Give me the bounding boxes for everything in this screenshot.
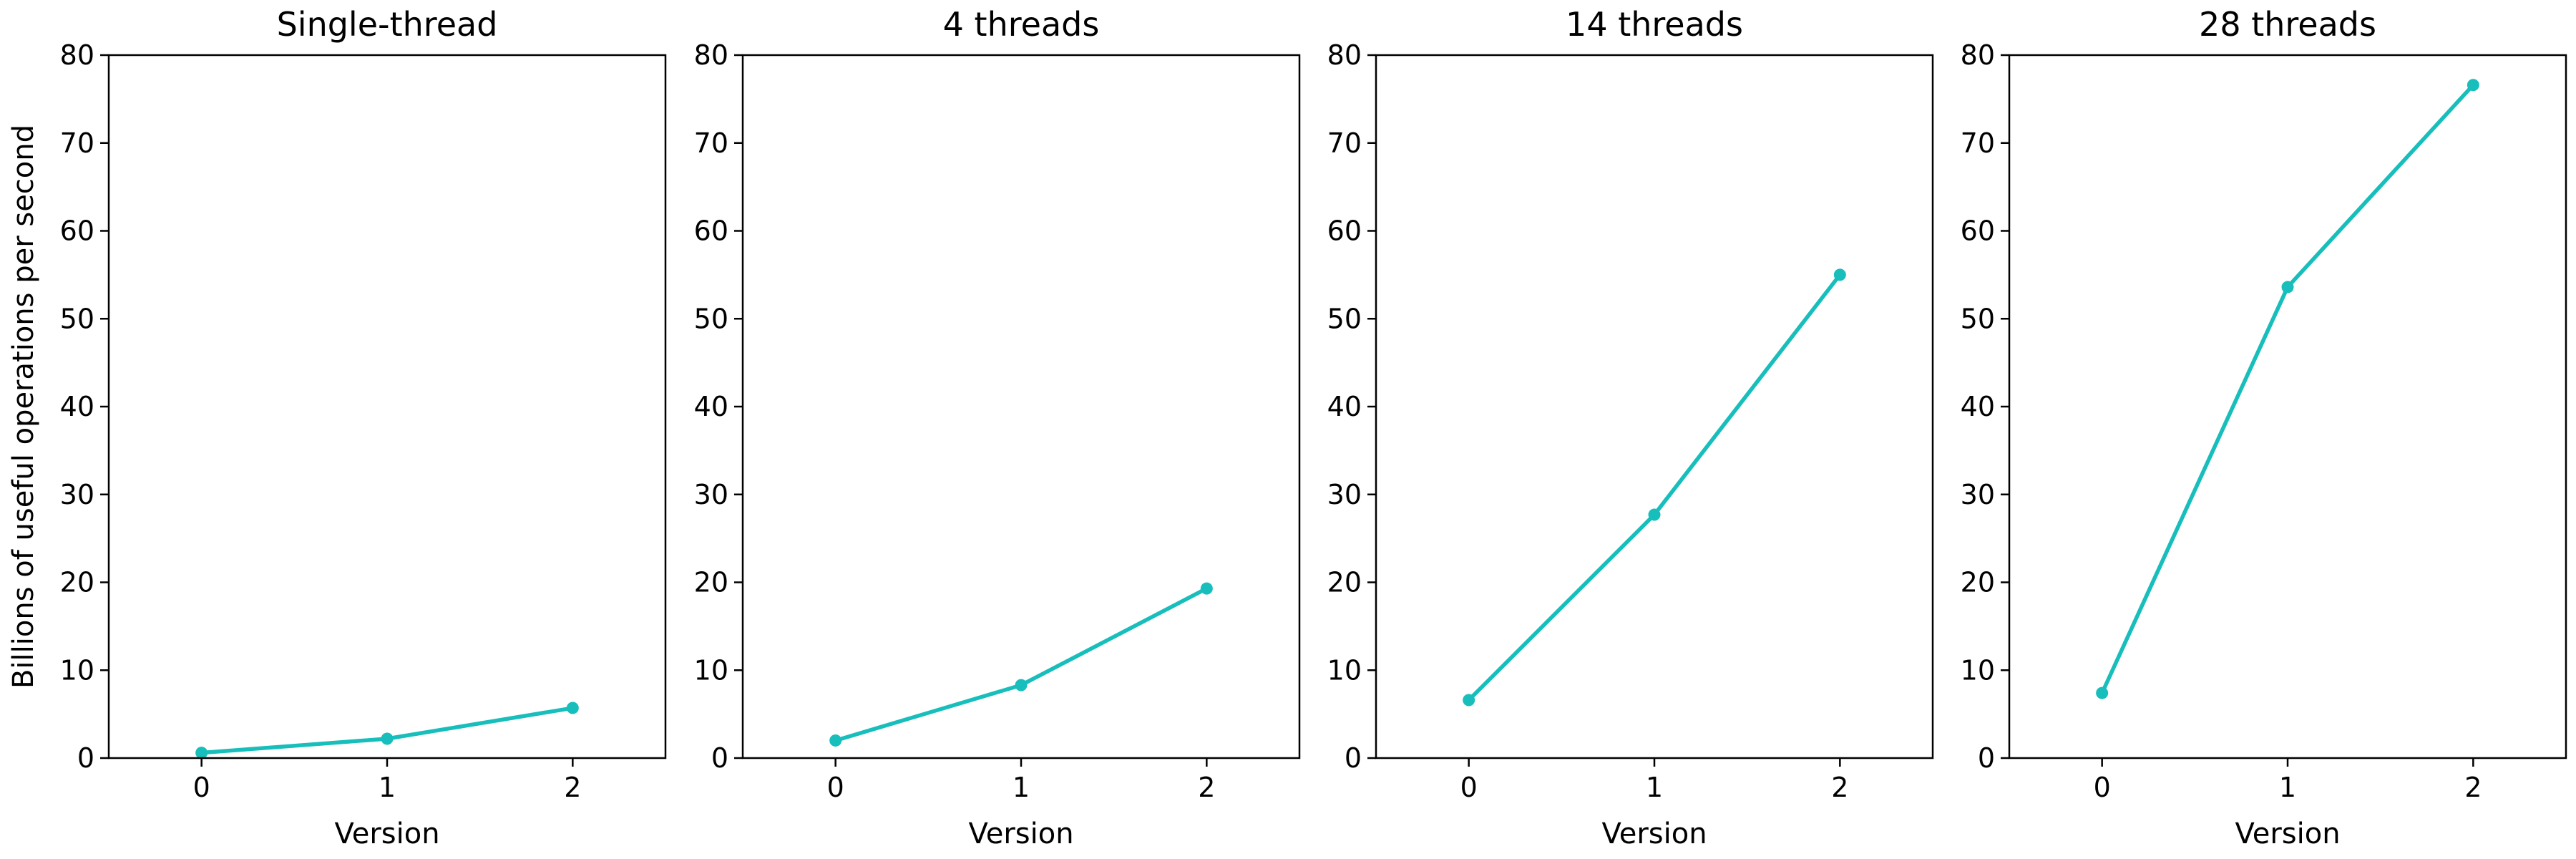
panel-title: 14 threads xyxy=(1566,5,1743,44)
panel-3: 14 threads 0 10 20 30 40 50 60 70 80 0 1 2 Version xyxy=(1327,5,1934,850)
plot-frame xyxy=(107,54,667,759)
y-tick-label: 30 xyxy=(1961,479,1995,510)
plot-frame xyxy=(741,54,1301,759)
y-tick-label: 70 xyxy=(694,127,728,159)
y-tick-label: 20 xyxy=(694,567,728,598)
y-tick-label: 40 xyxy=(1961,391,1995,422)
x-tick-label: 0 xyxy=(1460,772,1478,803)
y-tick-label: 60 xyxy=(1327,215,1362,247)
x-axis-label: Version xyxy=(968,817,1073,850)
y-tick-label: 40 xyxy=(60,391,94,422)
y-tick-label: 60 xyxy=(1961,215,1995,247)
y-tick-label: 40 xyxy=(1327,391,1362,422)
x-tick-label: 0 xyxy=(193,772,210,803)
y-tick-label: 10 xyxy=(60,654,94,686)
data-point xyxy=(566,702,579,714)
y-tick-label: 30 xyxy=(60,479,94,510)
data-point xyxy=(1833,268,1846,281)
panel-4: 28 threads 0 10 20 30 40 50 60 70 80 0 1 2 Version xyxy=(1961,5,2567,850)
y-tick-label: 0 xyxy=(711,742,728,774)
y-tick-label: 20 xyxy=(1961,567,1995,598)
x-tick-label: 1 xyxy=(379,772,396,803)
y-tick-label: 20 xyxy=(1327,567,1362,598)
panel-title: 4 threads xyxy=(943,5,1100,44)
plot-frame xyxy=(1375,54,1934,759)
y-tick-label: 50 xyxy=(694,303,728,334)
y-tick-label: 10 xyxy=(1327,654,1362,686)
data-point xyxy=(2467,79,2479,92)
x-tick-label: 1 xyxy=(2279,772,2296,803)
y-tick-label: 80 xyxy=(1961,39,1995,71)
y-tick-label: 70 xyxy=(60,127,94,159)
y-tick-label: 0 xyxy=(1345,742,1362,774)
panel-title: Single-thread xyxy=(277,5,498,44)
y-axis-label: Billions of useful operations per second xyxy=(7,125,40,689)
x-axis-label: Version xyxy=(2235,817,2340,850)
data-point xyxy=(2281,281,2294,293)
data-point xyxy=(1015,679,1028,691)
data-point xyxy=(2096,686,2109,699)
y-tick-label: 60 xyxy=(694,215,728,247)
x-axis-label: Version xyxy=(1601,817,1707,850)
plot-frame xyxy=(2008,54,2567,759)
x-axis-label: Version xyxy=(334,817,439,850)
data-point xyxy=(195,747,208,759)
y-tick-label: 50 xyxy=(1961,303,1995,334)
y-tick-label: 10 xyxy=(694,654,728,686)
y-tick-label: 50 xyxy=(60,303,94,334)
y-tick-label: 10 xyxy=(1961,654,1995,686)
y-tick-label: 20 xyxy=(60,567,94,598)
y-tick-label: 70 xyxy=(1327,127,1362,159)
panel-1: Single-thread 0 10 20 30 40 50 60 70 80 0 1 2 Version… xyxy=(7,5,667,850)
data-point xyxy=(1648,508,1661,521)
y-tick-label: 80 xyxy=(694,39,728,71)
y-tick-label: 0 xyxy=(77,742,94,774)
panel-2: 4 threads 0 10 20 30 40 50 60 70 80 0 1 2 Version xyxy=(694,5,1301,850)
y-tick-label: 80 xyxy=(1327,39,1362,71)
data-point xyxy=(381,732,394,745)
y-tick-label: 40 xyxy=(694,391,728,422)
x-tick-label: 2 xyxy=(2464,772,2482,803)
y-tick-label: 30 xyxy=(694,479,728,510)
y-tick-label: 30 xyxy=(1327,479,1362,510)
y-tick-label: 0 xyxy=(1978,742,1995,774)
y-tick-label: 50 xyxy=(1327,303,1362,334)
y-tick-label: 60 xyxy=(60,215,94,247)
x-tick-label: 2 xyxy=(1831,772,1848,803)
data-point xyxy=(1463,694,1475,707)
data-point xyxy=(1200,582,1213,595)
y-tick-label: 70 xyxy=(1961,127,1995,159)
data-point xyxy=(829,734,842,747)
x-tick-label: 0 xyxy=(2094,772,2111,803)
panel-title: 28 threads xyxy=(2199,5,2376,44)
x-tick-label: 2 xyxy=(564,772,581,803)
x-tick-label: 2 xyxy=(1198,772,1215,803)
x-tick-label: 1 xyxy=(1013,772,1030,803)
y-tick-label: 80 xyxy=(60,39,94,71)
x-tick-label: 0 xyxy=(827,772,844,803)
x-tick-label: 1 xyxy=(1646,772,1663,803)
